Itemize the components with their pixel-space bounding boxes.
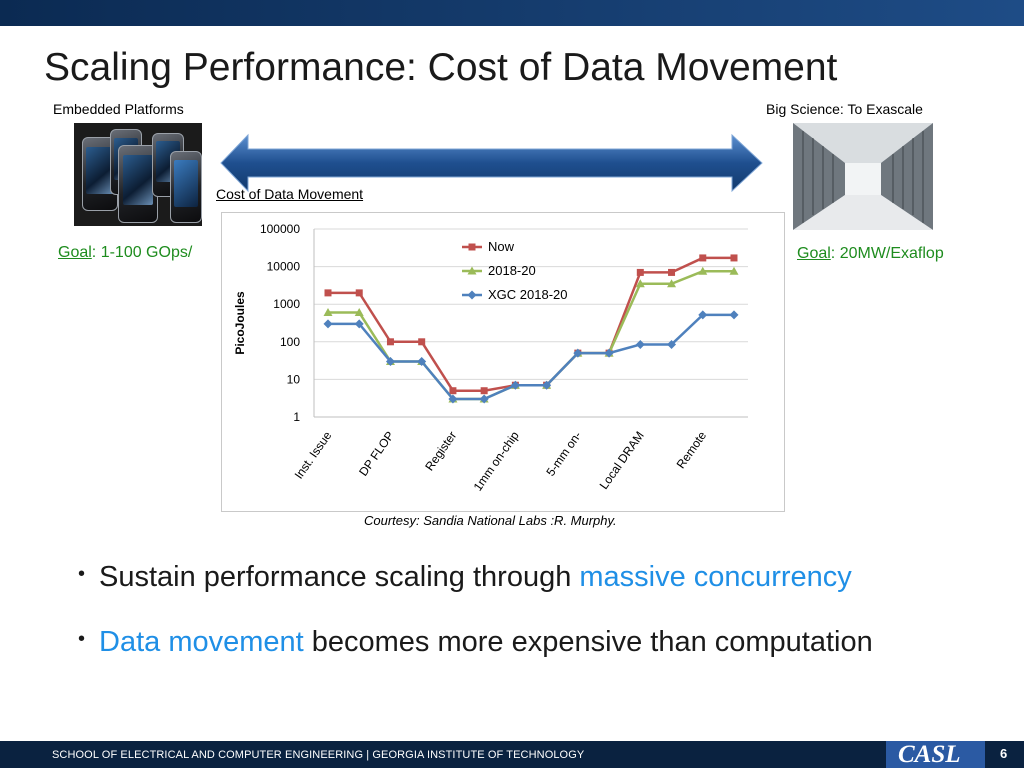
x-tick-label: 5-mm on- [543, 429, 584, 479]
data-point [385, 356, 395, 366]
data-point [699, 254, 707, 262]
bullet-text-plain: becomes more expensive than computation [303, 626, 873, 658]
data-point [730, 254, 738, 262]
data-point [479, 394, 489, 404]
footer-bar: SCHOOL OF ELECTRICAL AND COMPUTER ENGINE… [0, 741, 1024, 768]
bullet-text: Sustain performance scaling through mass… [99, 557, 979, 597]
x-tick-label: Remote [674, 428, 710, 471]
slide-title: Scaling Performance: Cost of Data Moveme… [44, 46, 838, 89]
casl-logo-text: CASL [898, 741, 961, 768]
data-point [667, 279, 677, 288]
data-point [542, 380, 552, 390]
data-point [386, 338, 394, 346]
goal-exascale: Goal: 20MW/Exaflop [797, 245, 944, 262]
legend-label: XGC 2018-20 [488, 287, 568, 302]
data-point [323, 319, 333, 329]
data-point [636, 268, 644, 276]
data-point [417, 356, 427, 366]
courtesy-caption: Courtesy: Sandia National Labs :R. Murph… [364, 513, 617, 528]
bullet-dot: • [78, 628, 86, 650]
data-point [355, 289, 363, 297]
y-axis-label: PicoJoules [233, 291, 247, 355]
y-tick-label: 1 [293, 410, 300, 424]
data-point [354, 308, 364, 317]
double-arrow-icon [220, 133, 763, 193]
y-tick-label: 10 [287, 372, 301, 386]
data-point [668, 268, 676, 276]
data-point [635, 279, 645, 288]
bullet-text: Data movement becomes more expensive tha… [99, 622, 979, 662]
data-point [604, 348, 614, 358]
bullet-text-plain: Sustain performance scaling through [99, 561, 580, 593]
x-tick-label: Local DRAM [597, 429, 647, 492]
data-point [449, 387, 457, 395]
x-tick-label: Inst. Issue [292, 428, 335, 481]
legend-label: Now [488, 239, 515, 254]
data-point [480, 387, 488, 395]
series-line-xgc-2018-20 [328, 313, 734, 401]
data-point [323, 308, 333, 317]
footer-institution: SCHOOL OF ELECTRICAL AND COMPUTER ENGINE… [52, 749, 585, 761]
x-tick-label: DP FLOP [356, 429, 397, 479]
cost-chart: 100000 10000 1000 100 10 1 PicoJoules Inst. Iss… [221, 212, 785, 512]
data-point [729, 266, 739, 275]
data-point [467, 266, 477, 275]
data-point [418, 338, 426, 346]
embedded-devices-image [74, 123, 202, 226]
y-tick-label: 10000 [267, 260, 301, 274]
data-point [510, 380, 520, 390]
y-tick-label: 100000 [260, 222, 300, 236]
casl-logo: CASL [886, 741, 985, 768]
data-point [573, 348, 583, 358]
bullet-text-accent: massive concurrency [579, 561, 852, 593]
data-point [698, 266, 708, 275]
data-point [698, 310, 708, 320]
embedded-platforms-label: Embedded Platforms [53, 101, 184, 117]
data-point [354, 319, 364, 329]
y-tick-label: 100 [280, 335, 300, 349]
y-tick-label: 1000 [273, 297, 300, 311]
bullet-text-accent: Data movement [99, 626, 304, 658]
top-banner [0, 0, 1024, 26]
page-number: 6 [1000, 746, 1008, 761]
datacenter-image [793, 123, 933, 230]
data-point [667, 339, 677, 349]
data-point [468, 243, 476, 251]
legend-label: 2018-20 [488, 263, 536, 278]
x-tick-label: 1mm on-chip [471, 428, 522, 493]
bullet-dot: • [78, 563, 86, 585]
goal-embedded: Goal: 1-100 GOps/ [58, 244, 193, 261]
data-point [729, 310, 739, 320]
data-point [635, 339, 645, 349]
cost-of-data-movement-label: Cost of Data Movement [216, 186, 364, 202]
data-point [324, 289, 332, 297]
big-science-label: Big Science: To Exascale [766, 101, 923, 117]
x-tick-label: Register [422, 429, 459, 474]
data-point [467, 290, 477, 300]
data-point [448, 394, 458, 404]
